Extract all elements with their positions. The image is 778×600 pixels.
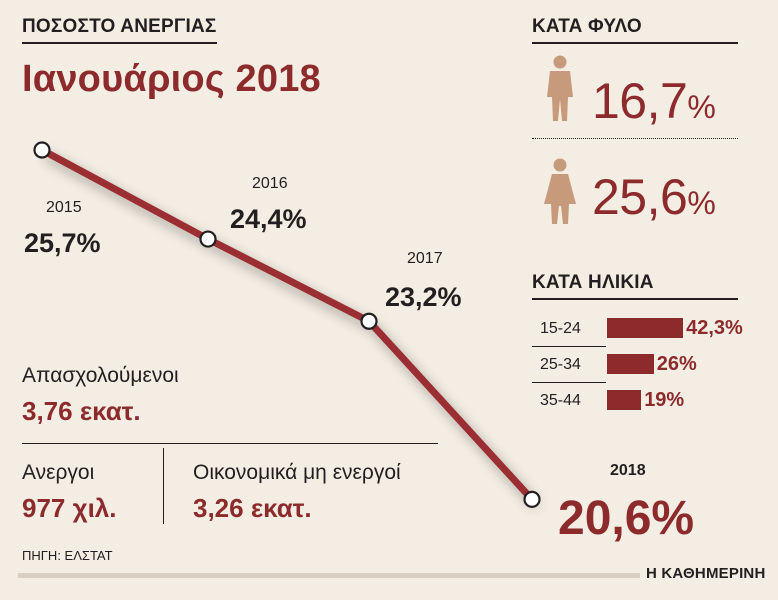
male-percentage: 16,7% bbox=[592, 73, 716, 129]
age-value: 19% bbox=[644, 389, 685, 411]
dotted-divider bbox=[532, 138, 738, 139]
data-point-2017 bbox=[360, 312, 378, 330]
vertical-divider bbox=[163, 448, 164, 524]
x-label-2018: 2018 bbox=[610, 462, 646, 479]
inactive-value: 3,26 εκατ. bbox=[193, 493, 312, 523]
divider bbox=[22, 443, 438, 444]
x-label-2016: 2016 bbox=[252, 175, 288, 192]
footer-band bbox=[18, 573, 640, 578]
age-bar bbox=[607, 390, 642, 410]
age-label: 25-34 bbox=[540, 356, 581, 373]
data-label-2016: 24,4% bbox=[230, 204, 307, 234]
age-label: 35-44 bbox=[540, 392, 581, 409]
x-label-2015: 2015 bbox=[46, 199, 82, 216]
age-section-title: ΚΑΤΑ ΗΛΙΚΙΑ bbox=[532, 272, 738, 300]
male-icon bbox=[547, 55, 573, 121]
x-label-2017: 2017 bbox=[407, 250, 443, 267]
age-bar bbox=[607, 318, 684, 338]
source-note: ΠΗΓΗ: ΕΛΣΤΑΤ bbox=[22, 548, 113, 563]
section-title: ΠΟΣΟΣΤΟ ΑΝΕΡΓΙΑΣ bbox=[22, 16, 217, 44]
age-label: 15-24 bbox=[540, 320, 581, 337]
data-label-2015: 25,7% bbox=[24, 228, 101, 258]
female-icon bbox=[544, 158, 576, 224]
age-bar bbox=[607, 354, 654, 374]
series-line bbox=[40, 146, 535, 502]
age-value: 42,3% bbox=[686, 317, 743, 339]
inactive-label: Οικονομικά μη ενεργοί bbox=[193, 461, 401, 484]
publisher-logo: Η ΚΑΘΗΜΕΡΙΝΗ bbox=[646, 565, 766, 582]
gender-section-title: ΚΑΤΑ ΦΥΛΟ bbox=[532, 16, 738, 44]
chart-subtitle: Ιανουάριος 2018 bbox=[22, 58, 321, 100]
data-point-2015 bbox=[33, 141, 51, 159]
female-percentage: 25,6% bbox=[592, 169, 716, 225]
data-label-2017: 23,2% bbox=[385, 282, 462, 312]
unemployed-label: Ανεργοι bbox=[22, 461, 95, 484]
employed-value: 3,76 εκατ. bbox=[22, 396, 141, 426]
age-value: 26% bbox=[656, 353, 697, 375]
data-point-2018 bbox=[523, 490, 541, 508]
row-divider bbox=[532, 382, 606, 383]
unemployed-value: 977 χιλ. bbox=[22, 493, 117, 523]
row-divider bbox=[532, 346, 606, 347]
employed-label: Απασχολούμενοι bbox=[22, 364, 179, 387]
data-label-2018: 20,6% bbox=[558, 492, 694, 545]
data-point-2016 bbox=[199, 230, 217, 248]
